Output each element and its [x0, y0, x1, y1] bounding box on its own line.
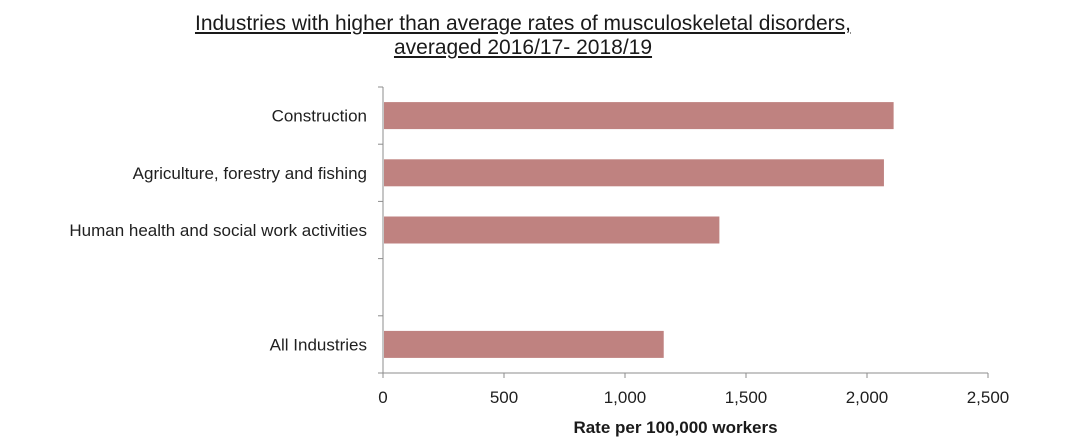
chart-title: Industries with higher than average rate… — [0, 12, 1046, 60]
x-tick-label: 1,500 — [725, 388, 768, 407]
x-tick-label: 1,000 — [604, 388, 647, 407]
bar-agriculture-forestry-and-fishing — [384, 159, 884, 187]
bar-construction — [384, 102, 894, 130]
x-tick-label: 2,000 — [846, 388, 889, 407]
category-label-agriculture-forestry-and-fishing: Agriculture, forestry and fishing — [133, 164, 367, 183]
x-tick-label: 500 — [490, 388, 518, 407]
x-ticks-group: 0 500 1,000 1,500 2,000 2,500 — [378, 373, 1009, 407]
bar-human-health-and-social-work-activities — [384, 216, 720, 244]
x-tick-label: 0 — [378, 388, 387, 407]
bar-all-industries — [384, 330, 664, 358]
category-label-all-industries: All Industries — [270, 335, 367, 354]
category-label-construction: Construction — [272, 107, 367, 126]
bars-group — [384, 102, 894, 358]
chart-title-line-2: averaged 2016/17- 2018/19 — [393, 36, 653, 59]
chart-title-line-1: Industries with higher than average rate… — [194, 12, 851, 35]
axes-group — [378, 86, 988, 374]
category-labels-group: Construction Agriculture, forestry and fi… — [69, 107, 367, 355]
x-axis-title: Rate per 100,000 workers — [573, 418, 777, 437]
category-label-human-health-and-social-work-activities: Human health and social work activities — [69, 221, 367, 240]
x-tick-label: 2,500 — [967, 388, 1010, 407]
